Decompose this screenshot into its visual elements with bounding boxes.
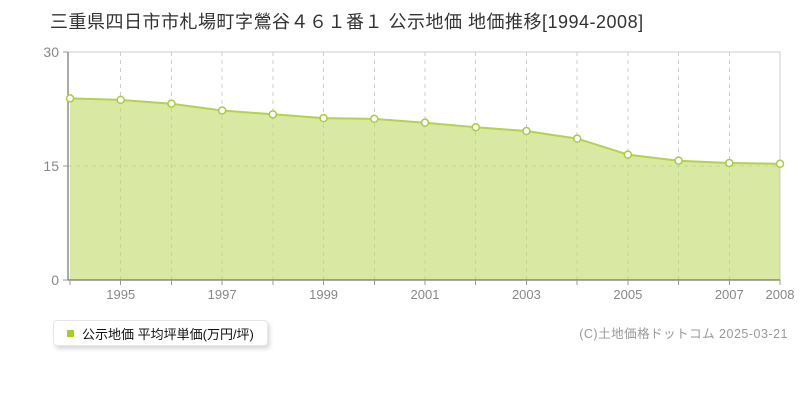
- legend-series-label: 公示地価 平均坪単価(万円/坪): [82, 326, 254, 342]
- x-tick-label: 2001: [411, 287, 440, 302]
- x-tick-label: 1997: [208, 287, 237, 302]
- copyright-text: (C)土地価格ドットコム 2025-03-21: [579, 327, 788, 341]
- page-title: 三重県四日市市札場町字鶯谷４６１番１ 公示地価 地価推移[1994-2008]: [50, 12, 644, 32]
- data-point-marker: [116, 95, 125, 105]
- data-point-marker: [65, 94, 75, 103]
- data-point-marker: [370, 114, 379, 124]
- data-point-marker: [268, 110, 278, 119]
- legend: 公示地価 平均坪単価(万円/坪): [53, 320, 268, 346]
- x-tick-label: 2008: [766, 287, 795, 302]
- data-point-marker: [623, 150, 633, 159]
- data-point-marker: [522, 126, 531, 136]
- data-point-marker: [674, 156, 683, 165]
- x-tick-label: 2007: [715, 287, 744, 302]
- x-tick-label: 1999: [309, 287, 338, 302]
- data-point-marker: [217, 106, 227, 115]
- x-tick-label: 2003: [512, 287, 541, 302]
- y-tick-label: 30: [43, 44, 59, 60]
- data-point-marker: [572, 134, 582, 143]
- series-area-fill: [70, 98, 780, 281]
- x-tick-label: 1995: [106, 287, 135, 302]
- x-tick-label: 2005: [613, 287, 642, 302]
- data-point-marker: [420, 118, 430, 127]
- data-point-marker: [775, 159, 785, 168]
- data-point-marker: [167, 99, 176, 108]
- data-point-marker: [725, 158, 734, 168]
- y-tick-label: 0: [51, 272, 59, 288]
- y-tick-label: 15: [43, 158, 59, 174]
- legend-series-swatch-icon: [67, 329, 74, 337]
- data-point-marker: [471, 122, 480, 132]
- data-point-marker: [319, 113, 328, 123]
